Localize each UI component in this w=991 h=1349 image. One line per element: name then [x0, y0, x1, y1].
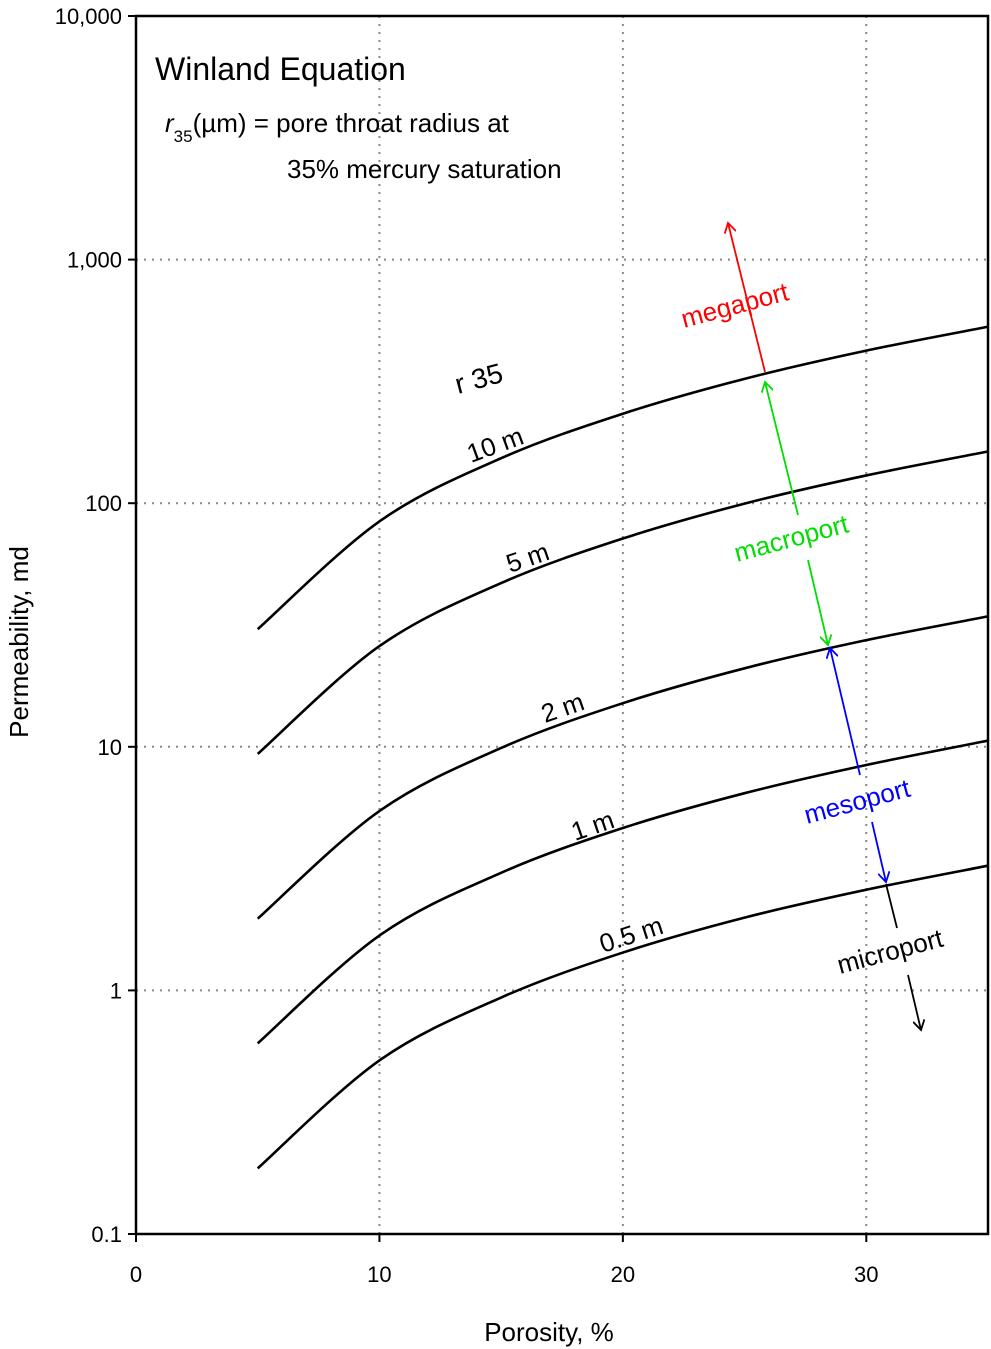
curves	[256, 325, 989, 1170]
macroport-arrow-lower	[807, 559, 828, 645]
megaport-arrow	[728, 223, 766, 373]
x-tick-label: 30	[854, 1262, 878, 1287]
microport-arrow-lower	[907, 974, 921, 1030]
chart-title: Winland Equation	[155, 51, 406, 87]
series-label-1: 1 m	[567, 804, 618, 846]
mesoport-arrow-upper	[830, 648, 861, 776]
x-tick-label: 20	[611, 1262, 635, 1287]
x-tick-label: 0	[130, 1262, 142, 1287]
ticks: 0 10 20 30 0.1 1 10 100 1,000 10,000	[55, 4, 879, 1287]
x-tick-label: 10	[367, 1262, 391, 1287]
series-line-2	[256, 615, 989, 920]
y-tick-label: 1	[110, 978, 122, 1003]
mesoport-arrow-lower	[871, 821, 886, 882]
subtitle-line1: r35(µm) = pore throat radius at	[165, 108, 510, 146]
y-tick-label: 10,000	[55, 4, 122, 29]
series-line-1	[256, 450, 989, 755]
zone-label-megaport: megaport	[678, 276, 793, 334]
zone-label-mesoport: mesoport	[801, 773, 914, 830]
y-axis-label: Permeability, md	[4, 546, 34, 738]
x-axis-label: Porosity, %	[484, 1317, 614, 1347]
microport-arrow-upper	[885, 883, 898, 929]
series-label-5: 5 m	[502, 536, 553, 578]
series-label-0-5: 0.5 m	[596, 910, 667, 959]
macroport-arrow-upper	[765, 382, 799, 516]
y-tick-label: 0.1	[91, 1222, 122, 1247]
zone-label-macroport: macroport	[731, 508, 853, 567]
y-tick-label: 100	[85, 491, 122, 516]
zone-label-microport: microport	[834, 923, 947, 980]
y-tick-label: 1,000	[67, 248, 122, 273]
series-line-4	[256, 864, 989, 1170]
series-line-0	[256, 325, 989, 631]
series-header-label: r 35	[452, 357, 507, 399]
grid	[136, 16, 988, 1234]
y-tick-label: 10	[98, 735, 122, 760]
plot-frame	[134, 14, 990, 1236]
subtitle-line2: 35% mercury saturation	[287, 154, 562, 184]
series-label-2: 2 m	[537, 686, 588, 728]
series-line-3	[256, 739, 989, 1045]
